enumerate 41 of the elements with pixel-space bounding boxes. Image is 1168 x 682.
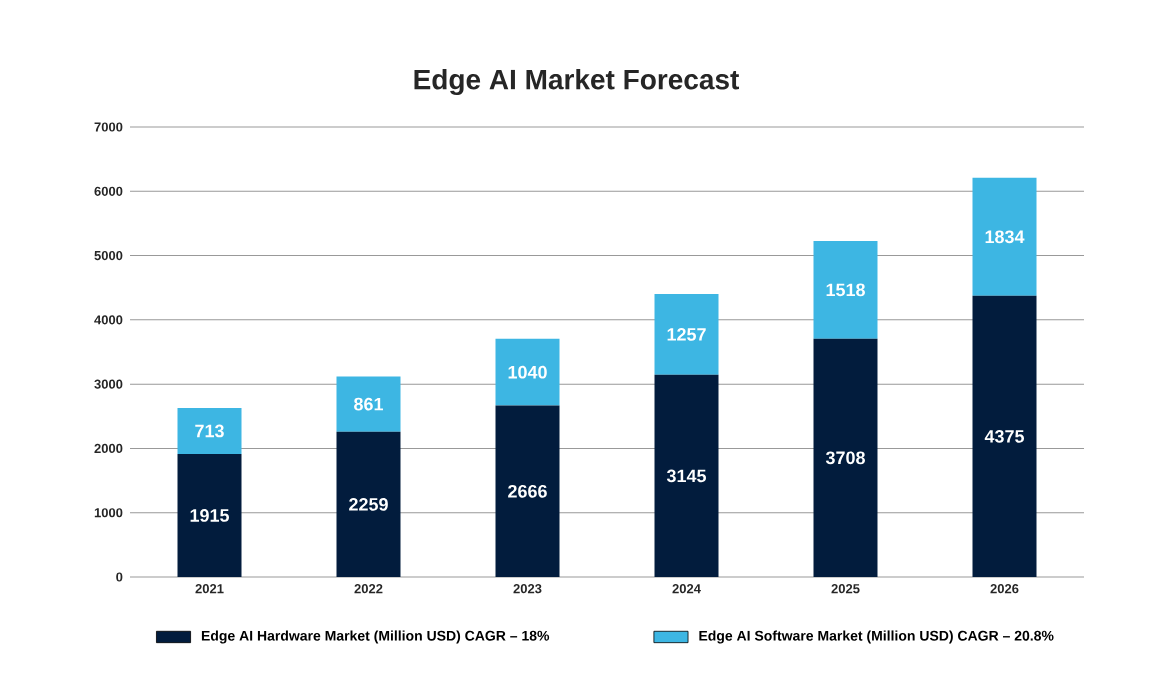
- y-tick-label: 0: [116, 572, 123, 582]
- x-tick-label: 2021: [195, 584, 224, 594]
- legend-label: Edge AI Software Market (Million USD) CAGR – 20.8%: [699, 630, 1054, 644]
- data-label: 4375: [984, 429, 1025, 443]
- bar: [972, 295, 1037, 577]
- x-tick-label: 2024: [672, 584, 701, 594]
- bar: [177, 453, 242, 577]
- x-tick-label: 2022: [354, 584, 383, 594]
- y-tick-label: 5000: [94, 250, 123, 261]
- bar: [813, 338, 878, 577]
- chart-title: Edge AI Market Forecast: [414, 68, 739, 96]
- bar: [177, 408, 242, 454]
- data-label: 2259: [349, 498, 388, 511]
- data-label: 1040: [508, 365, 547, 379]
- x-tick-label: 2025: [831, 584, 860, 594]
- data-label: 1257: [667, 328, 706, 341]
- bar: [813, 241, 878, 339]
- bar: [495, 338, 560, 406]
- bar: [336, 431, 401, 577]
- bar: [654, 294, 719, 375]
- data-label: 1915: [190, 509, 230, 522]
- y-tick-label: 6000: [94, 186, 123, 196]
- bar: [495, 405, 560, 577]
- data-label: 713: [195, 424, 224, 438]
- data-label: 3708: [825, 451, 865, 465]
- bar: [972, 177, 1037, 296]
- y-tick-label: 3000: [94, 379, 123, 389]
- data-label: 1834: [985, 230, 1025, 244]
- y-tick-label: 4000: [94, 315, 123, 325]
- bar: [336, 376, 401, 432]
- x-tick-label: 2023: [513, 584, 542, 594]
- data-label: 3145: [666, 469, 707, 483]
- legend-label: Edge AI Hardware Market (Million USD) CAGR – 18%: [201, 630, 550, 644]
- data-label: 861: [354, 397, 384, 411]
- y-tick-label: 1000: [94, 508, 123, 518]
- y-tick-label: 2000: [94, 443, 123, 454]
- bar: [654, 374, 719, 577]
- data-label: 1518: [826, 283, 865, 297]
- y-tick-label: 7000: [94, 122, 123, 132]
- x-tick-label: 2026: [990, 584, 1019, 594]
- data-label: 2666: [508, 484, 547, 498]
